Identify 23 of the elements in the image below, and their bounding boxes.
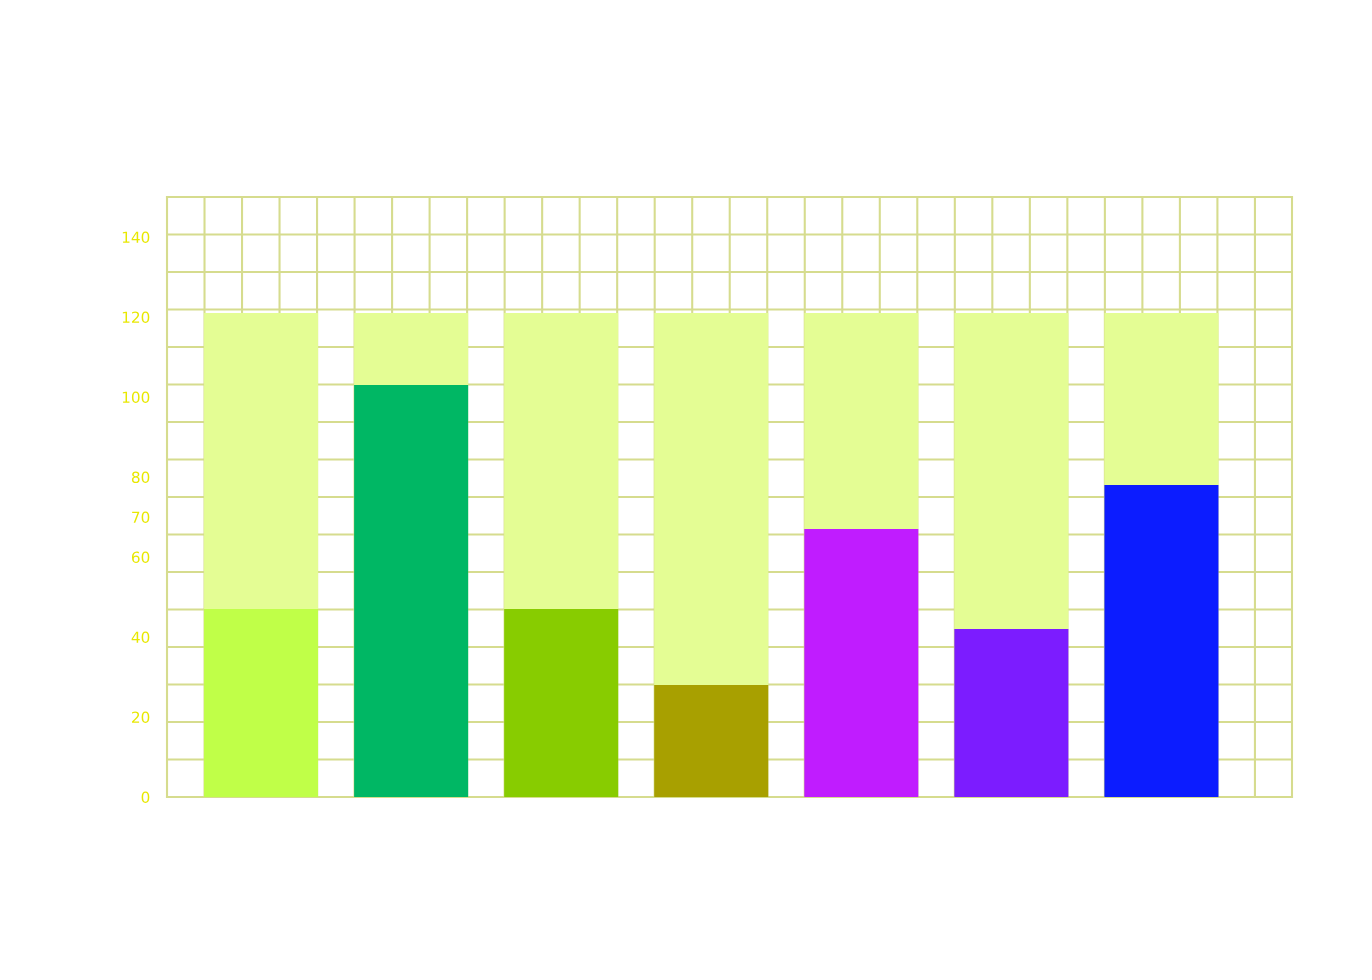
bar (354, 385, 469, 797)
bar (1104, 485, 1219, 797)
bar (504, 313, 619, 609)
bar (1104, 313, 1219, 485)
bar (654, 313, 769, 685)
bar (804, 529, 919, 797)
bar (204, 609, 319, 797)
bar (354, 313, 469, 385)
y-tick-label: 140 (122, 231, 150, 244)
bar (954, 629, 1069, 797)
y-tick-label: 80 (131, 471, 150, 484)
y-tick-label: 120 (122, 311, 150, 324)
y-tick-label: 20 (132, 711, 150, 724)
bar (804, 313, 919, 529)
y-tick-label: 100 (122, 391, 150, 404)
y-tick-label: 40 (131, 631, 150, 644)
bar (654, 685, 769, 797)
y-tick-label: 70 (132, 511, 150, 524)
bar (204, 313, 319, 609)
y-tick-label: 60 (131, 551, 150, 564)
bar (504, 609, 619, 797)
bar (954, 313, 1069, 629)
y-tick-label: 0 (141, 791, 150, 804)
